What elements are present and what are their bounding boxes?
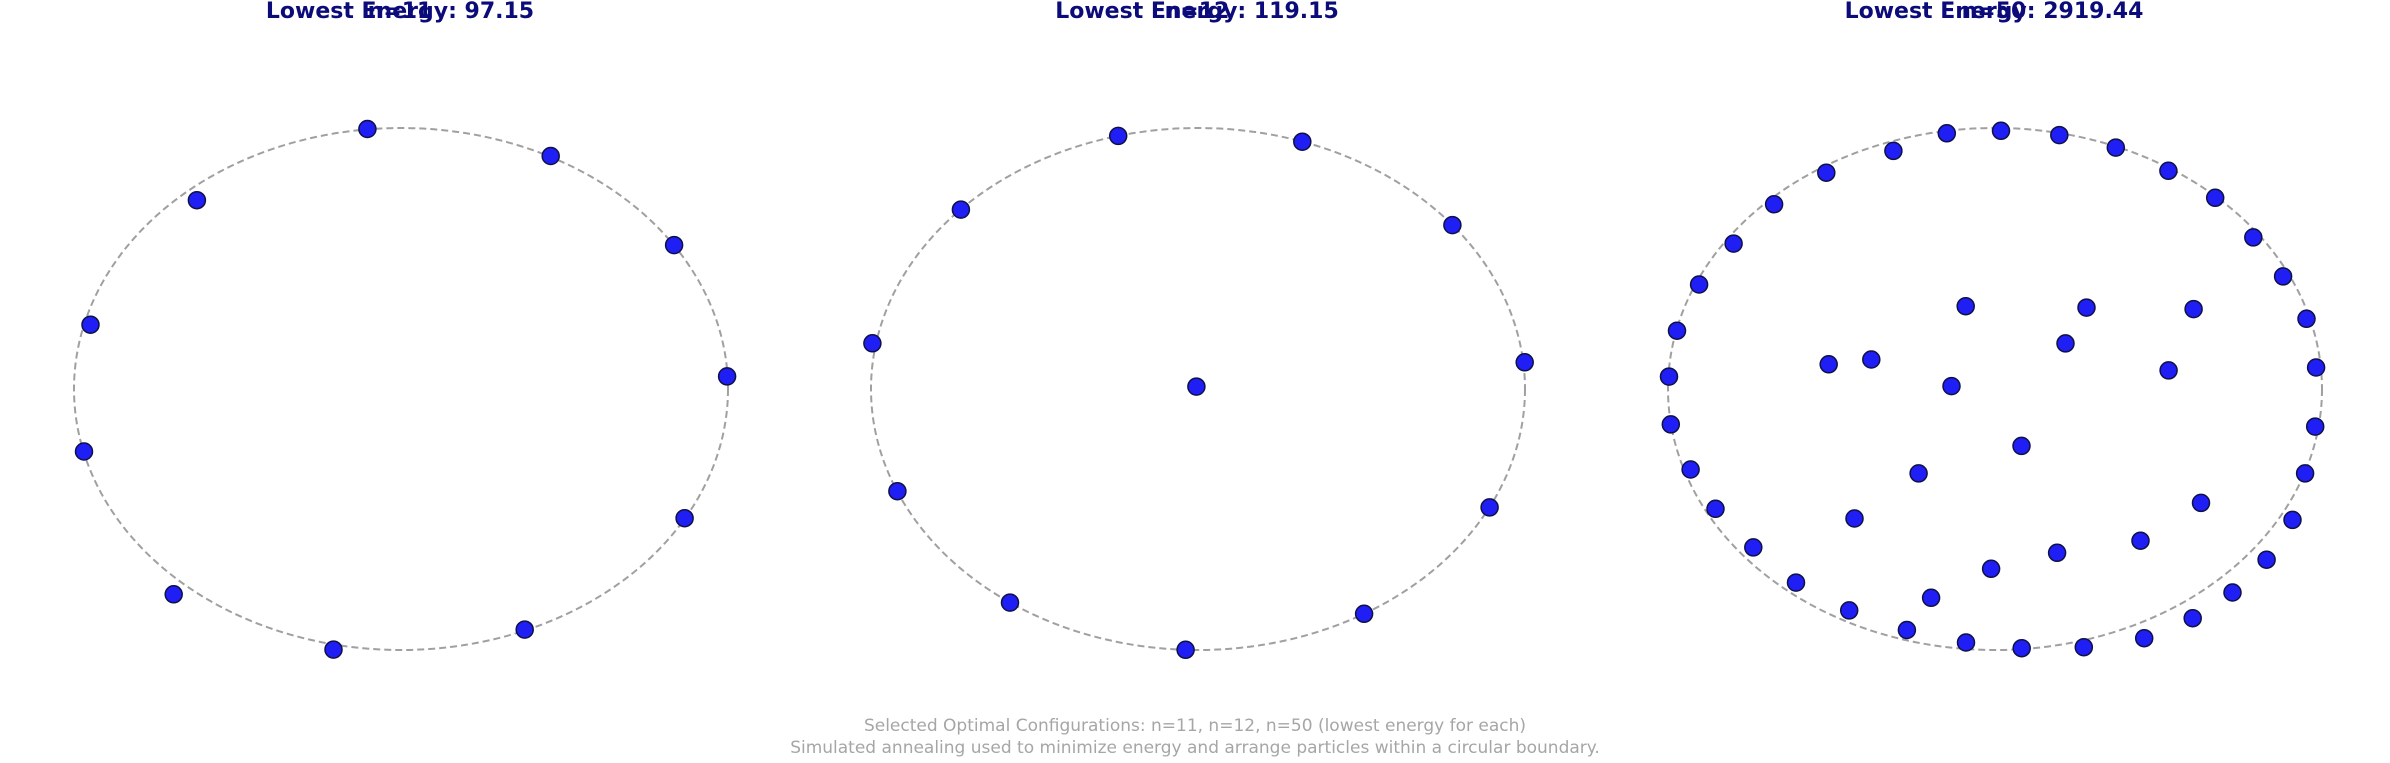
scatter-plot-n11 (73, 119, 737, 659)
particle-point (2134, 628, 2154, 648)
particle-point (1354, 604, 1374, 624)
particle-point (2205, 188, 2225, 208)
panel-n11: n=11 Lowest Energy: 97.15 (0, 0, 800, 700)
particle-point (1845, 509, 1864, 528)
particle-point (1909, 464, 1928, 483)
particle-point (2050, 125, 2069, 145)
particle-point (1786, 573, 1806, 592)
particle-point (717, 367, 737, 386)
particle-point (81, 315, 100, 334)
particle-point (1681, 460, 1700, 479)
particle-point (1764, 195, 1784, 214)
particle-point (2047, 543, 2067, 563)
particle-point (2159, 361, 2178, 380)
particle-point (1515, 353, 1534, 372)
particle-point (1897, 620, 1917, 640)
particle-point (2244, 228, 2263, 247)
particle-point (1817, 163, 1836, 182)
particle-point (1108, 126, 1128, 146)
scatter-plot-n12 (863, 126, 1534, 660)
particle-point (1921, 588, 1941, 608)
particle-point (1819, 355, 1838, 374)
particle-point (2074, 637, 2094, 657)
particle-point (2283, 510, 2302, 530)
particle-point (1187, 377, 1206, 396)
particle-point (2257, 550, 2276, 569)
particle-point (1659, 367, 1679, 386)
particle-point (888, 481, 907, 501)
particle-point (1443, 215, 1462, 235)
panel-subtitle: Lowest Energy: 119.15 (1055, 0, 1339, 24)
particle-point (2012, 638, 2031, 658)
particle-point (2223, 583, 2242, 602)
particle-point (1293, 132, 1312, 151)
particle-point (1956, 633, 1976, 652)
particle-point (951, 200, 971, 219)
particle-point (2191, 493, 2211, 513)
particle-point (2077, 298, 2096, 317)
footer-caption-line-2: Simulated annealing used to minimize ene… (790, 738, 1600, 758)
boundary-circle (73, 127, 729, 651)
boundary-circle (870, 127, 1526, 651)
scatter-plot-n50 (1659, 121, 2326, 658)
panel-subtitle: Lowest Energy: 97.15 (265, 0, 535, 24)
particle-point (1991, 121, 2011, 141)
particle-point (164, 585, 183, 604)
particle-point (1981, 559, 2001, 579)
particle-point (358, 119, 377, 139)
footer-caption-line-1: Selected Optimal Configurations: n=11, n… (863, 716, 1527, 736)
particle-point (1667, 321, 1687, 340)
particle-point (2183, 608, 2202, 628)
particle-point (2056, 334, 2075, 353)
panel-n12: n=12 Lowest Energy: 119.15 (797, 0, 1597, 700)
particle-point (2297, 309, 2316, 329)
particle-point (1884, 141, 1903, 161)
particle-point (1956, 296, 1975, 316)
particle-point (541, 146, 560, 166)
particle-point (2305, 417, 2325, 436)
particle-point (74, 442, 94, 461)
particle-point (1480, 498, 1499, 517)
panel-title: n=12 (1164, 0, 1230, 24)
particle-point (2295, 464, 2315, 483)
particle-point (515, 620, 534, 639)
particle-point (2306, 358, 2326, 377)
particle-point (664, 235, 684, 255)
particle-point (324, 640, 343, 659)
particle-point (1000, 593, 1020, 612)
particle-point (1937, 124, 1957, 143)
particle-point (1724, 234, 1743, 253)
particle-point (2131, 531, 2150, 550)
panel-subtitle: Lowest Energy: 2919.44 (1844, 0, 2144, 24)
particle-point (187, 190, 207, 210)
particle-point (1176, 640, 1195, 660)
particle-point (2106, 138, 2126, 157)
panel-n50: n=50 Lowest Energy: 2919.44 (1594, 0, 2390, 700)
particle-point (863, 334, 882, 353)
particle-point (1706, 499, 1725, 519)
particle-point (1689, 275, 1709, 294)
panel-title: n=11 (367, 0, 433, 24)
particle-point (2273, 267, 2293, 286)
particle-point (1839, 601, 1859, 620)
particle-point (2184, 299, 2203, 319)
particle-point (675, 508, 694, 528)
particle-point (2159, 161, 2178, 181)
particle-point (1942, 376, 1961, 396)
particle-point (1661, 415, 1681, 434)
particle-point (2012, 436, 2031, 456)
panel-title: n=50 (1961, 0, 2027, 24)
particle-point (1744, 538, 1763, 557)
particle-point (1862, 350, 1881, 369)
